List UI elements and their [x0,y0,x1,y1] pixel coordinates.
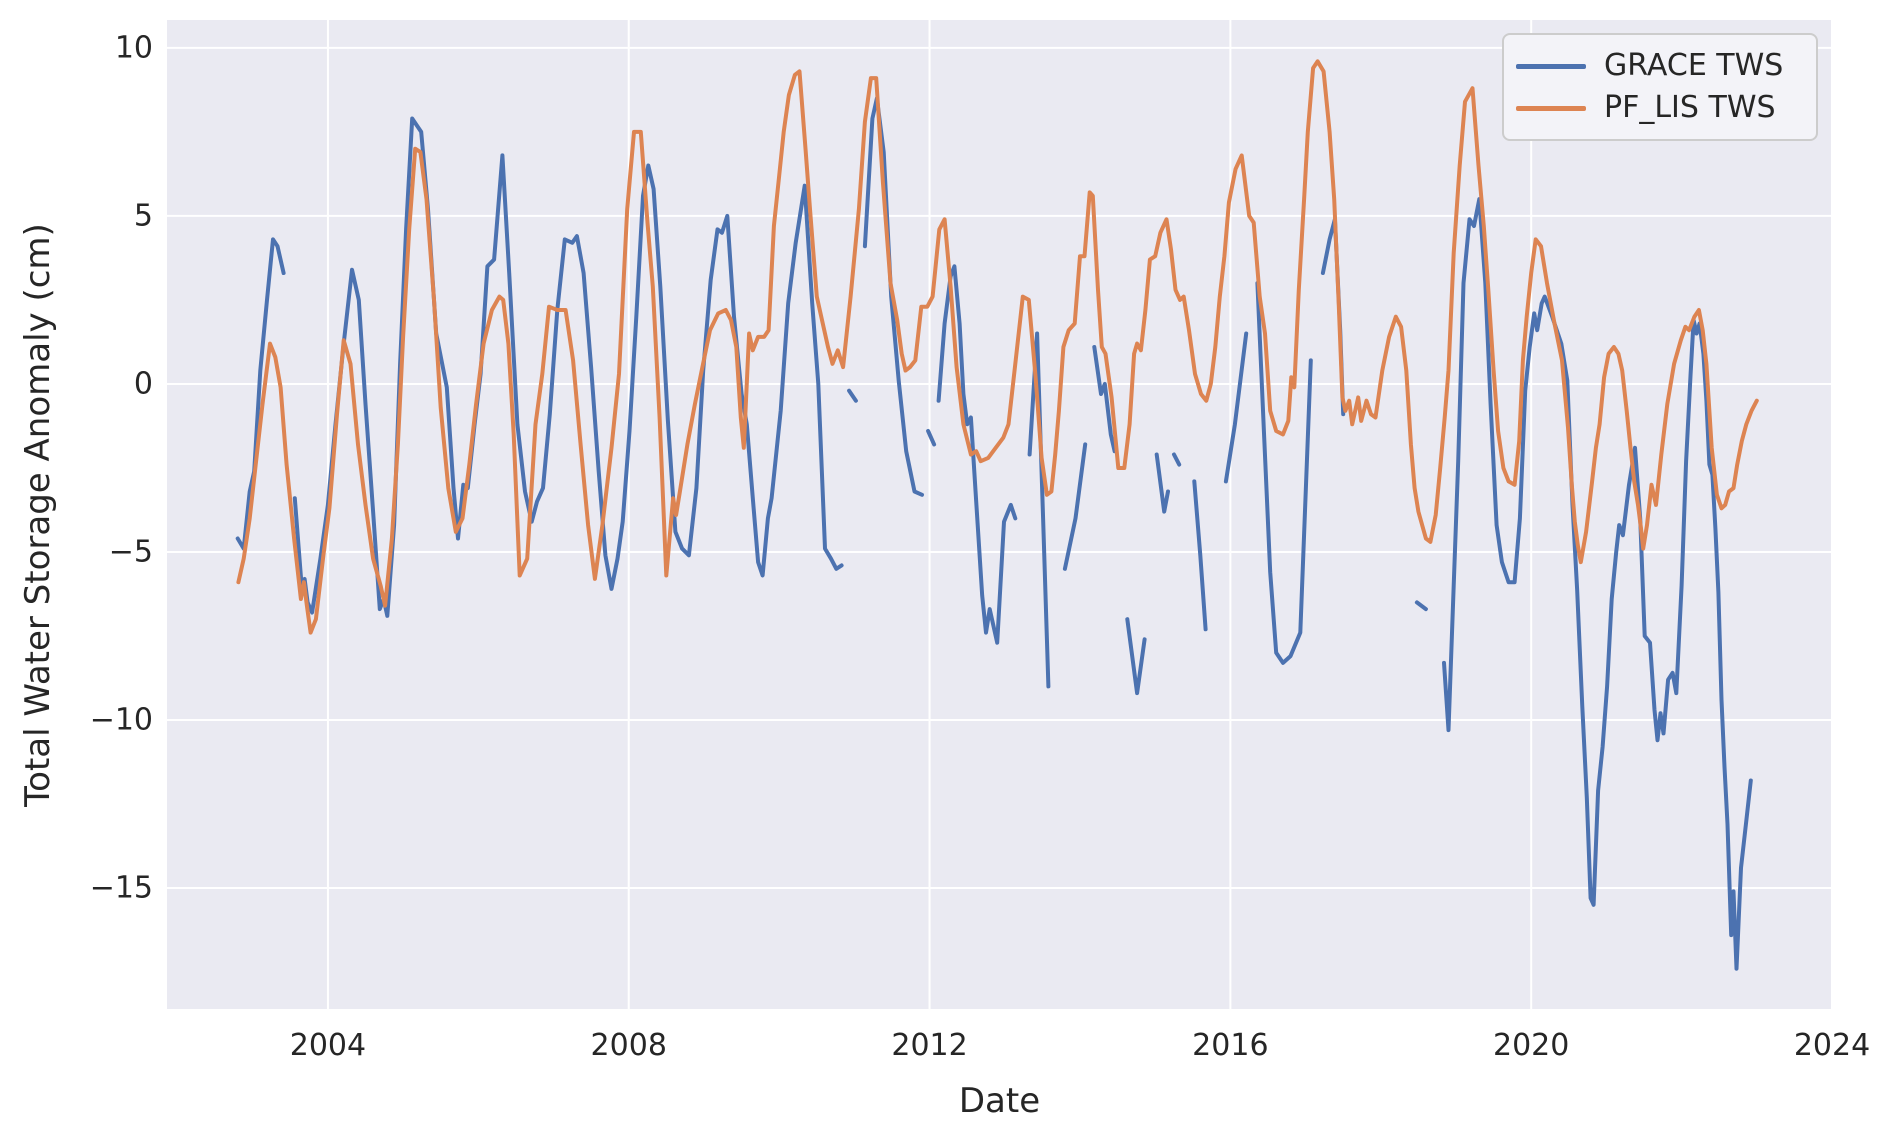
series-line-grace-tws [1414,600,1428,612]
series-line-grace-tws [235,237,286,551]
x-tick-label: 2020 [1492,1028,1570,1063]
x-axis-title: Date [958,1081,1041,1121]
x-tick-label: 2024 [1793,1028,1871,1063]
series-line-grace-tws [936,264,1018,645]
series-line-grace-tws [1223,331,1249,484]
series-line-grace-tws [1192,479,1208,632]
x-tick-label: 2012 [891,1028,968,1063]
y-tick-label: −10 [89,702,153,738]
y-tick-label: −15 [89,870,153,906]
plot-background [167,20,1832,1009]
legend-item-pflis: PF_LIS TWS [1516,87,1796,129]
series-line-pf-lis-tws [236,59,1759,635]
series-line-grace-tws [1442,197,1753,971]
series-line-grace-tws [1062,442,1088,571]
y-tick-label: 5 [133,198,153,234]
series-line-grace-tws [1172,452,1182,467]
legend-label-grace: GRACE TWS [1604,48,1784,83]
series-line-grace-tws [1154,452,1170,514]
series-line-grace-tws [1092,345,1117,454]
x-tick-label: 2008 [590,1028,667,1063]
y-axis-title: Total Water Storage Anomaly (cm) [18,222,58,807]
series-line-grace-tws [926,429,937,447]
legend-item-grace: GRACE TWS [1516,45,1796,87]
series-line-grace-tws [847,388,858,403]
grace-line-swatch [1516,63,1586,69]
y-tick-label: 10 [114,30,153,66]
legend: GRACE TWS PF_LIS TWS [1502,33,1818,141]
legend-label-pflis: PF_LIS TWS [1604,90,1776,125]
series-line-grace-tws [1125,617,1147,696]
pflis-line-swatch [1516,105,1586,111]
x-tick-label: 2004 [289,1028,367,1063]
x-tick-label: 2016 [1192,1028,1269,1063]
series-line-grace-tws [1255,281,1313,665]
y-tick-label: 0 [133,366,153,402]
y-tick-label: −5 [108,534,153,570]
